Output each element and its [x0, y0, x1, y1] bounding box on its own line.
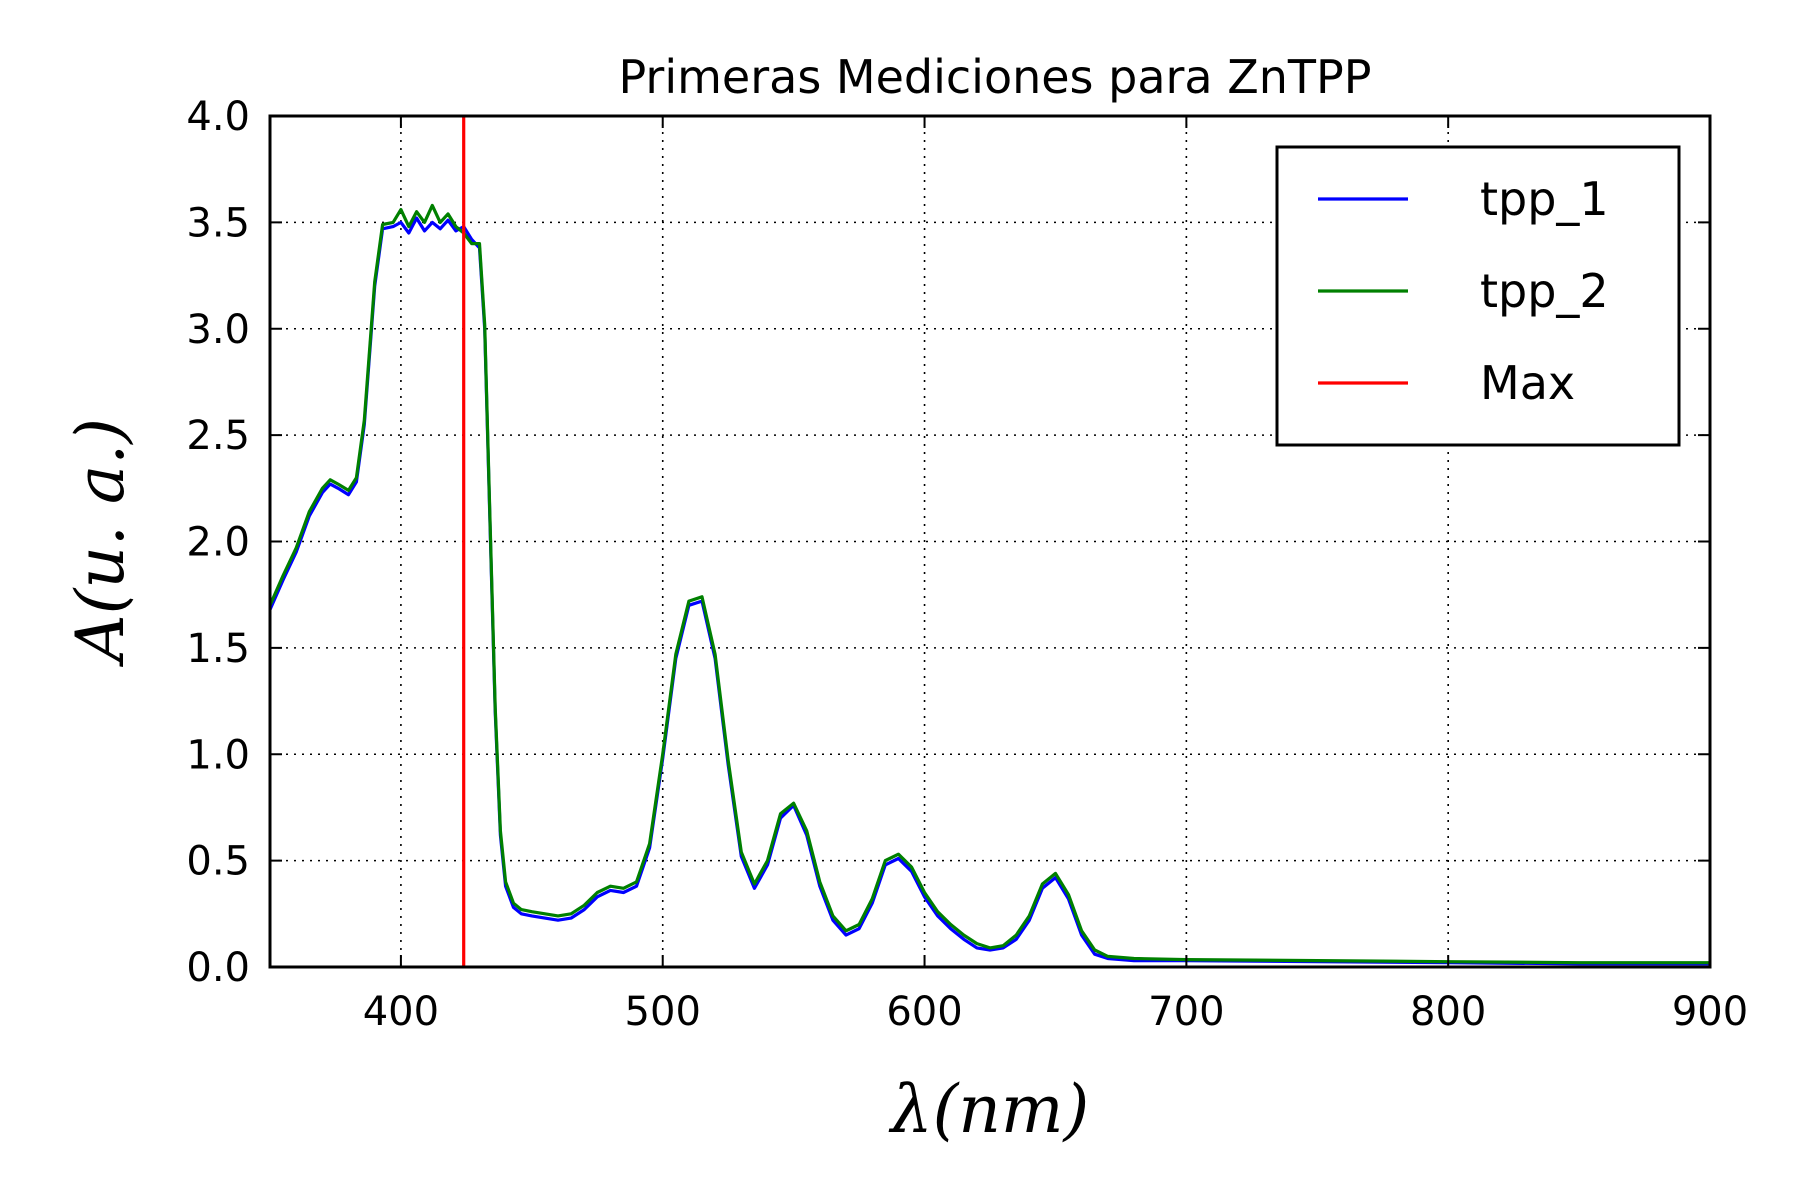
series-layer [270, 116, 1710, 967]
legend-box [1275, 145, 1681, 447]
plot-area [270, 116, 1710, 967]
x-tick-label: 400 [363, 989, 439, 1035]
y-tick-label: 3.0 [186, 307, 250, 353]
x-tick-label: 600 [886, 989, 962, 1035]
y-tick-label: 1.0 [186, 732, 250, 778]
y-axis-label: A(u. a.) [62, 418, 139, 668]
y-tick-label: 0.0 [186, 945, 250, 991]
x-tick-label: 500 [625, 989, 701, 1035]
chart-title: Primeras Mediciones para ZnTPP [618, 50, 1371, 104]
legend-label-tpp-2: tpp_2 [1480, 264, 1609, 318]
legend-label-max: Max [1480, 356, 1575, 410]
legend: tpp_1 tpp_2 Max [1275, 145, 1681, 447]
y-tick-label: 2.0 [186, 520, 250, 566]
series-line-tpp-2 [270, 203, 1710, 965]
legend-label-tpp-1: tpp_1 [1480, 172, 1609, 226]
y-tick-label: 4.0 [186, 94, 250, 140]
x-tick-label: 800 [1410, 989, 1486, 1035]
x-tick-label: 700 [1148, 989, 1224, 1035]
y-tick-label: 0.5 [186, 839, 250, 885]
x-tick-label: 900 [1672, 989, 1748, 1035]
y-tick-label: 1.5 [186, 626, 250, 672]
x-axis-label: λ(nm) [888, 1071, 1089, 1148]
y-tick-label: 2.5 [186, 413, 250, 459]
y-tick-label: 3.5 [186, 200, 250, 246]
ticks-layer: 400 500 600 700 800 900 0.0 0.5 1.0 1.5 2.0 2.5 3.0 3… [186, 94, 1748, 1035]
